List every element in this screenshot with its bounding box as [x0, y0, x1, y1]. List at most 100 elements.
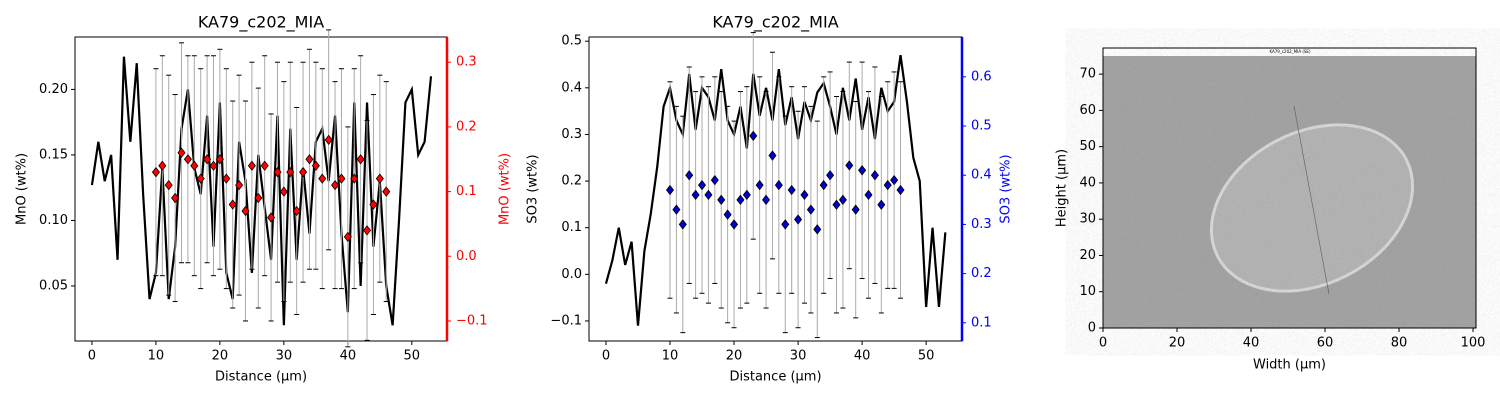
x-tick-label: 30 — [790, 349, 807, 364]
diamond-marker — [877, 199, 886, 210]
diamond-marker — [171, 192, 180, 204]
diamond-marker — [787, 184, 796, 196]
y-tick-label: 0.20 — [39, 82, 68, 97]
diamond-marker — [292, 205, 301, 217]
diamond-marker — [299, 167, 308, 178]
diamond-marker — [382, 186, 391, 197]
x-tick-label: 80 — [1391, 336, 1408, 351]
diamond-marker — [203, 154, 212, 165]
diamond-marker — [864, 189, 873, 201]
x-axis-label: Distance (µm) — [215, 370, 307, 385]
image-caption: KA79_c202_MIA (SE) — [1269, 49, 1310, 54]
y-tick-label: 20 — [1079, 248, 1096, 263]
chart-title: KA79_c202_MIA — [712, 13, 838, 33]
diamond-marker — [164, 179, 173, 191]
x-tick-label: 20 — [1169, 336, 1186, 351]
diamond-marker — [311, 160, 320, 171]
diamond-marker — [331, 179, 340, 191]
y2-tick-label: 0.2 — [456, 119, 477, 134]
y-tick-label: 0.1 — [561, 220, 582, 235]
diamond-marker — [704, 189, 713, 201]
diamond-marker — [774, 179, 783, 191]
diamond-marker — [375, 173, 384, 184]
y-axis-label: MnO (wt%) — [15, 153, 30, 225]
x-tick-label: 50 — [918, 349, 935, 364]
diamond-marker — [781, 219, 790, 230]
diamond-marker — [241, 205, 250, 217]
diamond-marker — [896, 184, 905, 196]
y2-tick-label: 0.2 — [971, 266, 992, 281]
diamond-marker — [730, 219, 739, 230]
diamond-marker — [819, 179, 828, 191]
chart-title: KA79_c202_MIA — [198, 13, 324, 33]
diamond-marker — [755, 179, 764, 191]
y2-tick-label: 0.5 — [971, 119, 992, 134]
diamond-marker — [838, 194, 847, 205]
diamond-marker — [794, 214, 803, 225]
diamond-marker — [151, 167, 160, 178]
diamond-marker — [870, 170, 879, 181]
y-tick-label: 0.2 — [561, 174, 582, 189]
plot-area — [588, 36, 963, 342]
diamond-marker — [723, 209, 732, 220]
diamond-marker — [851, 204, 860, 215]
y2-tick-label: 0.3 — [456, 55, 477, 70]
diamond-marker — [222, 173, 231, 184]
y2-tick-label: 0.3 — [971, 217, 992, 232]
x-tick-label: 10 — [662, 349, 679, 364]
diamond-marker — [762, 194, 771, 205]
y-tick-label: 0.4 — [561, 80, 582, 95]
diamond-marker — [350, 173, 359, 184]
diamond-marker — [279, 186, 288, 197]
x-tick-label: 0 — [602, 349, 610, 364]
diamond-marker — [324, 134, 333, 145]
plot-area — [74, 36, 448, 342]
diamond-marker — [691, 189, 700, 201]
diamond-marker — [813, 224, 822, 235]
diamond-marker — [254, 192, 263, 204]
diamond-marker — [665, 184, 675, 196]
diamond-marker — [806, 204, 815, 215]
diamond-marker — [717, 194, 726, 205]
diamond-marker — [858, 165, 867, 176]
diamond-marker — [158, 160, 167, 171]
diamond-marker — [267, 212, 276, 223]
diamond-marker — [832, 199, 841, 210]
y-tick-label: 0.3 — [561, 127, 582, 142]
diamond-marker — [768, 150, 777, 161]
diamond-marker — [800, 189, 809, 201]
diamond-marker — [883, 179, 892, 191]
diamond-marker — [736, 194, 745, 205]
diamond-marker — [209, 160, 218, 171]
diamond-marker — [710, 174, 719, 186]
diamond-marker — [286, 167, 295, 178]
diamond-marker — [247, 160, 256, 171]
x-tick-label: 20 — [726, 349, 743, 364]
x-tick-label: 100 — [1461, 336, 1486, 351]
diamond-marker — [369, 199, 378, 210]
y-tick-label: 60 — [1079, 103, 1096, 118]
diamond-marker — [826, 170, 835, 181]
data-line — [604, 55, 947, 326]
y2-tick-label: 0.0 — [456, 249, 477, 264]
diamond-marker — [356, 154, 365, 165]
image-noise — [1103, 56, 1476, 328]
diamond-marker — [305, 154, 314, 165]
diamond-marker — [337, 173, 346, 184]
y2-axis-label: SO3 (wt%) — [999, 154, 1014, 223]
profile-line — [1293, 105, 1330, 295]
x-axis-label: Distance (µm) — [729, 370, 821, 385]
x-tick-label: 50 — [404, 349, 421, 364]
diamond-marker — [672, 204, 681, 215]
diamond-marker — [698, 179, 707, 191]
diamond-marker — [742, 189, 751, 201]
diamond-marker — [318, 173, 327, 184]
x-tick-label: 0 — [88, 349, 96, 364]
y2-tick-label: 0.1 — [971, 315, 992, 330]
y-tick-label: 0.15 — [39, 147, 68, 162]
diamond-marker — [196, 173, 205, 184]
y-tick-label: 0.5 — [561, 34, 582, 49]
y2-tick-label: 0.1 — [456, 184, 477, 199]
y-tick-label: 0 — [1088, 321, 1096, 336]
